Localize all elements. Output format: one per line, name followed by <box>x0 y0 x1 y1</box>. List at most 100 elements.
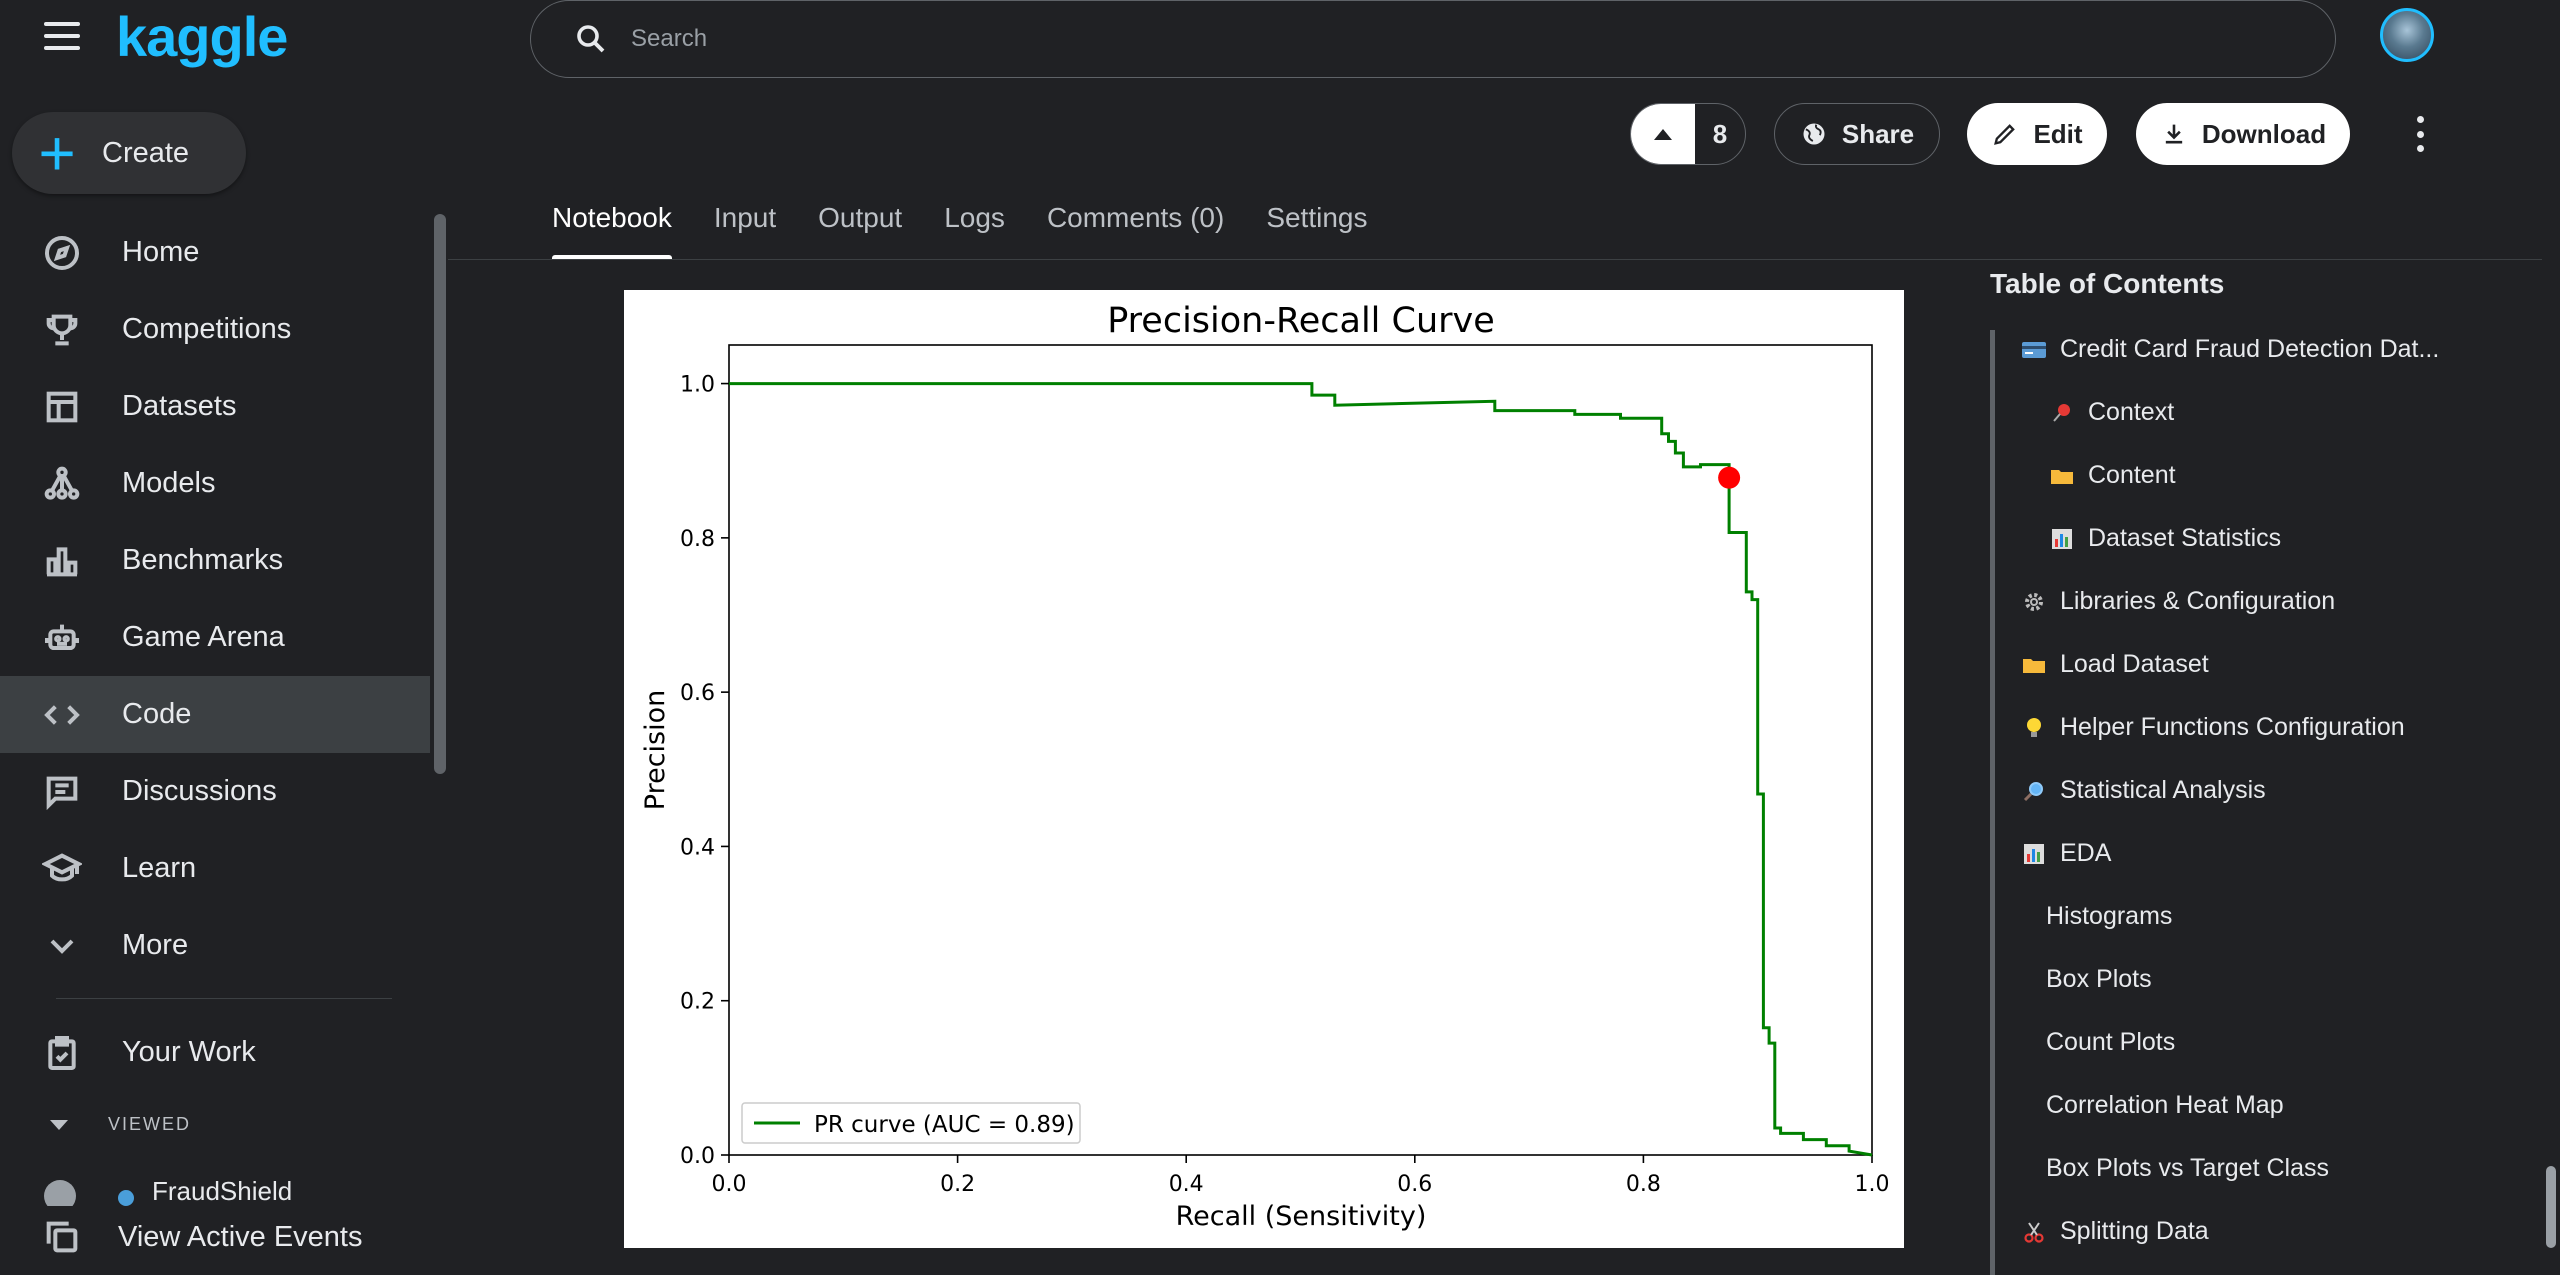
viewed-header-label: VIEWED <box>108 1114 192 1134</box>
graduation-cap-icon <box>40 847 84 891</box>
sidebar-nav: Home Competitions Datasets Models Benchm… <box>0 214 430 984</box>
sidebar-item-more[interactable]: More <box>0 907 430 984</box>
toc-item[interactable]: Count Plots <box>2020 1011 2540 1074</box>
toc-indicator-bar <box>1990 330 1995 1275</box>
search-input[interactable] <box>631 25 2131 53</box>
viewed-header[interactable]: VIEWED <box>50 1114 191 1135</box>
comment-icon <box>40 770 84 814</box>
sidebar-divider <box>56 998 392 999</box>
sidebar-item-game-arena[interactable]: Game Arena <box>0 599 430 676</box>
viewed-item[interactable]: FraudShield <box>44 1176 292 1206</box>
upvote-button[interactable]: 8 <box>1630 103 1746 165</box>
page-scrollbar[interactable] <box>2546 1166 2556 1248</box>
toc-item[interactable]: Splitting Data <box>2020 1200 2540 1263</box>
toc-item[interactable]: Box Plots vs Target Class <box>2020 1137 2540 1200</box>
sidebar-item-benchmarks[interactable]: Benchmarks <box>0 522 430 599</box>
credit-card-icon <box>2020 338 2048 362</box>
edit-label: Edit <box>2033 118 2083 149</box>
upvote-arrow-icon <box>1631 104 1695 164</box>
table-of-contents: Credit Card Fraud Detection Dat... Conte… <box>2020 318 2540 1263</box>
download-button[interactable]: Download <box>2136 103 2350 165</box>
vote-count: 8 <box>1712 118 1728 149</box>
create-button[interactable]: + Create <box>12 112 246 194</box>
avatar <box>44 1180 76 1206</box>
tab-input[interactable]: Input <box>713 202 777 233</box>
download-icon <box>2165 124 2183 144</box>
tab-settings[interactable]: Settings <box>1266 202 1368 233</box>
sidebar-item-home[interactable]: Home <box>0 214 430 291</box>
y-tick-label: 0.2 <box>680 990 715 1015</box>
sidebar-item-code[interactable]: Code <box>0 676 430 753</box>
toc-item[interactable]: Histograms <box>2020 885 2540 948</box>
toc-item-label: Context <box>2088 398 2175 426</box>
toc-item[interactable]: Context <box>2020 381 2540 444</box>
x-tick-label: 0.2 <box>940 1172 975 1197</box>
y-tick-label: 1.0 <box>680 373 715 398</box>
y-tick-label: 0.0 <box>680 1144 715 1169</box>
lightbulb-icon <box>2020 716 2048 740</box>
x-tick-label: 0.0 <box>712 1172 747 1197</box>
sidebar-item-competitions[interactable]: Competitions <box>0 291 430 368</box>
sidebar-item-datasets[interactable]: Datasets <box>0 368 430 445</box>
x-tick-label: 0.8 <box>1626 1172 1661 1197</box>
toc-item-label: Helper Functions Configuration <box>2060 713 2405 741</box>
toc-item[interactable]: Load Dataset <box>2020 633 2540 696</box>
toc-item[interactable]: Libraries & Configuration <box>2020 570 2540 633</box>
tab-logs[interactable]: Logs <box>944 202 1005 233</box>
sidebar-item-label: Benchmarks <box>122 544 284 576</box>
toc-item-label: Splitting Data <box>2060 1217 2209 1245</box>
toc-item-label: EDA <box>2060 839 2112 867</box>
kaggle-logo[interactable]: kaggle <box>116 5 288 68</box>
code-icon <box>40 693 84 737</box>
toc-item[interactable]: Helper Functions Configuration <box>2020 696 2540 759</box>
pushpin-icon <box>2048 401 2076 425</box>
y-tick-label: 0.4 <box>680 835 715 860</box>
hamburger-menu-icon[interactable] <box>44 22 80 50</box>
bar-chart-icon <box>40 539 84 583</box>
sidebar-scrollbar[interactable] <box>434 214 446 774</box>
toc-item-label: Load Dataset <box>2060 650 2209 678</box>
sidebar-item-label: Learn <box>122 852 197 884</box>
edit-button[interactable]: Edit <box>1967 103 2107 165</box>
tab-notebook[interactable]: Notebook <box>552 190 672 260</box>
toc-item[interactable]: Credit Card Fraud Detection Dat... <box>2020 318 2540 381</box>
y-tick-label: 0.8 <box>680 527 715 552</box>
user-avatar[interactable] <box>2380 8 2434 62</box>
toc-item[interactable]: Correlation Heat Map <box>2020 1074 2540 1137</box>
tab-comments[interactable]: Comments (0) <box>1046 202 1225 233</box>
sidebar-item-learn[interactable]: Learn <box>0 830 430 907</box>
more-options-icon[interactable] <box>2406 116 2434 152</box>
sidebar-item-label: More <box>122 929 189 961</box>
toc-item[interactable]: Dataset Statistics <box>2020 507 2540 570</box>
toc-item[interactable]: EDA <box>2020 822 2540 885</box>
sidebar-item-your-work[interactable]: Your Work <box>0 1014 430 1091</box>
compass-icon <box>40 231 84 275</box>
sidebar-item-label: Competitions <box>122 313 292 345</box>
download-label: Download <box>2201 118 2327 149</box>
legend-box <box>741 1102 1081 1144</box>
active-events-label: View Active Events <box>118 1220 363 1253</box>
share-button[interactable]: Share <box>1774 103 1940 165</box>
pencil-icon <box>1994 124 2016 145</box>
view-active-events-button[interactable]: View Active Events <box>40 1212 440 1262</box>
legend-label: PR curve (AUC = 0.89) <box>814 1112 1075 1138</box>
sidebar-item-models[interactable]: Models <box>0 445 430 522</box>
toc-item[interactable]: Box Plots <box>2020 948 2540 1011</box>
y-axis-label: Precision <box>640 690 671 810</box>
create-label: Create <box>102 136 190 169</box>
sidebar-item-label: Home <box>122 236 200 268</box>
robot-icon <box>40 616 84 660</box>
sidebar-item-discussions[interactable]: Discussions <box>0 753 430 830</box>
tab-output[interactable]: Output <box>818 202 903 233</box>
share-label: Share <box>1841 118 1915 149</box>
plus-icon: + <box>38 117 76 189</box>
search-icon <box>577 25 605 53</box>
clipboard-check-icon <box>40 1031 84 1075</box>
viewed-item-label: FraudShield <box>152 1176 293 1206</box>
toc-item-label: Box Plots vs Target Class <box>2046 1154 2329 1182</box>
toc-item[interactable]: Statistical Analysis <box>2020 759 2540 822</box>
search-bar[interactable] <box>530 0 2336 78</box>
toc-item[interactable]: Content <box>2020 444 2540 507</box>
notebook-dot-icon <box>118 1190 134 1206</box>
